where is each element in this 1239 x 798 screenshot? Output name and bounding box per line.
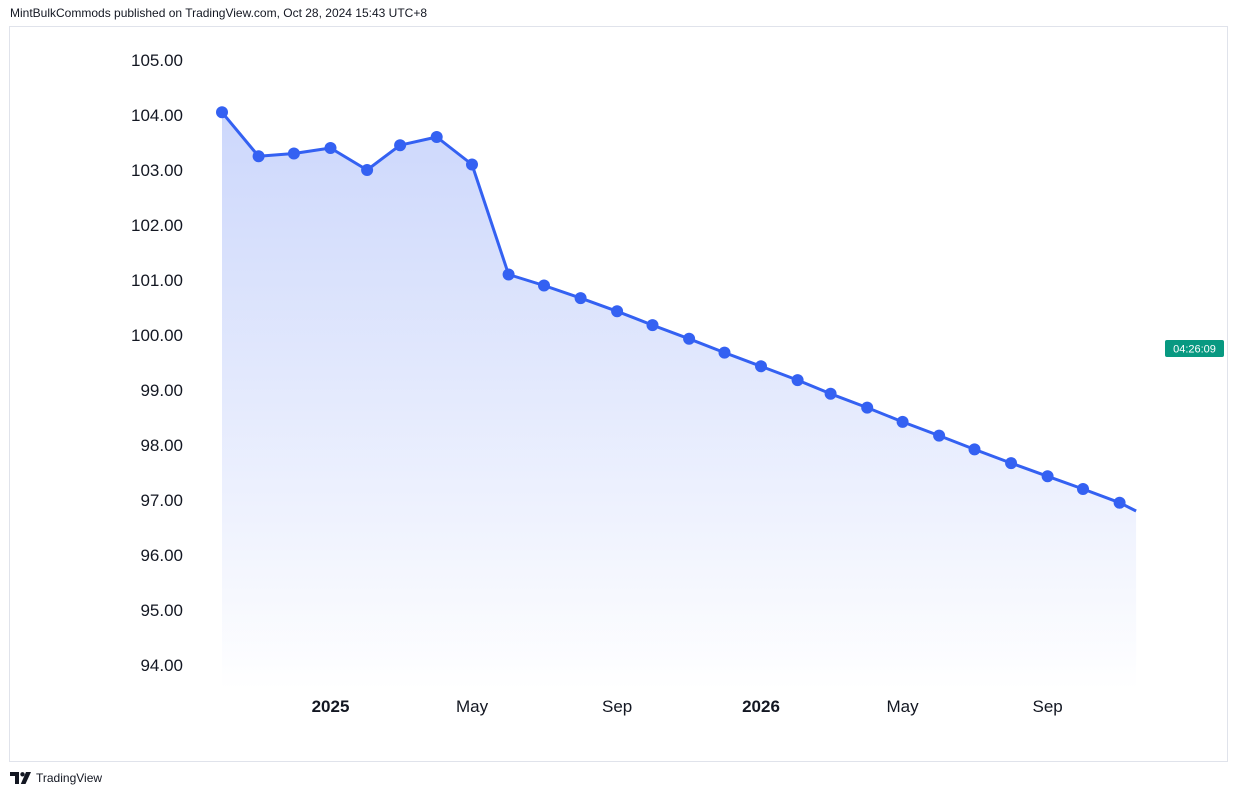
data-point[interactable] xyxy=(646,319,659,332)
data-point[interactable] xyxy=(538,279,550,292)
series-points xyxy=(216,106,1126,509)
data-point[interactable] xyxy=(1077,483,1089,495)
y-tick-label: 94.00 xyxy=(140,656,183,675)
y-tick-label: 96.00 xyxy=(140,546,183,565)
data-point[interactable] xyxy=(861,401,874,414)
data-point[interactable] xyxy=(896,415,909,428)
data-point[interactable] xyxy=(755,360,767,373)
y-tick-label: 105.00 xyxy=(131,51,183,70)
data-point[interactable] xyxy=(791,374,804,387)
x-tick-label: May xyxy=(886,697,919,716)
data-point[interactable] xyxy=(611,305,624,318)
y-tick-label: 95.00 xyxy=(140,601,183,620)
data-point[interactable] xyxy=(466,158,478,171)
data-point[interactable] xyxy=(968,443,981,456)
y-tick-label: 104.00 xyxy=(131,106,183,125)
data-point[interactable] xyxy=(252,150,265,163)
data-point[interactable] xyxy=(1041,470,1054,483)
y-tick-label: 99.00 xyxy=(140,381,183,400)
data-point[interactable] xyxy=(324,142,337,154)
y-tick-label: 101.00 xyxy=(131,271,183,290)
x-tick-label: May xyxy=(456,697,489,716)
data-point[interactable] xyxy=(287,147,300,160)
data-point[interactable] xyxy=(718,346,731,359)
data-point[interactable] xyxy=(216,106,228,119)
data-point[interactable] xyxy=(933,429,946,442)
x-axis: 2025 May Sep 2026 May Sep xyxy=(312,697,1063,716)
y-tick-label: 103.00 xyxy=(131,161,183,180)
tradingview-brand: TradingView xyxy=(36,771,103,785)
data-point[interactable] xyxy=(574,292,587,305)
tradingview-logo-icon xyxy=(10,772,32,784)
data-point[interactable] xyxy=(683,332,696,345)
x-tick-label: 2025 xyxy=(312,697,350,716)
data-point[interactable] xyxy=(502,268,515,281)
data-point[interactable] xyxy=(824,387,837,400)
y-tick-label: 102.00 xyxy=(131,216,183,235)
x-tick-label: 2026 xyxy=(742,697,780,716)
area-fill xyxy=(222,112,1137,691)
data-point[interactable] xyxy=(1005,457,1018,470)
publish-header: MintBulkCommods published on TradingView… xyxy=(10,6,427,20)
data-point[interactable] xyxy=(394,139,407,152)
data-point[interactable] xyxy=(361,164,374,176)
data-point[interactable] xyxy=(430,131,443,143)
y-tick-label: 97.00 xyxy=(140,491,183,510)
y-axis: 105.00 104.00 103.00 102.00 101.00 100.00 99.0… xyxy=(131,51,183,675)
countdown-badge: 04:26:09 xyxy=(1165,340,1224,357)
data-point[interactable] xyxy=(1113,496,1126,509)
x-tick-label: Sep xyxy=(602,697,632,716)
tradingview-footer[interactable]: TradingView xyxy=(10,771,102,785)
countdown-text: 04:26:09 xyxy=(1173,344,1216,356)
y-tick-label: 98.00 xyxy=(140,436,183,455)
y-tick-label: 100.00 xyxy=(131,326,183,345)
x-tick-label: Sep xyxy=(1033,697,1063,716)
